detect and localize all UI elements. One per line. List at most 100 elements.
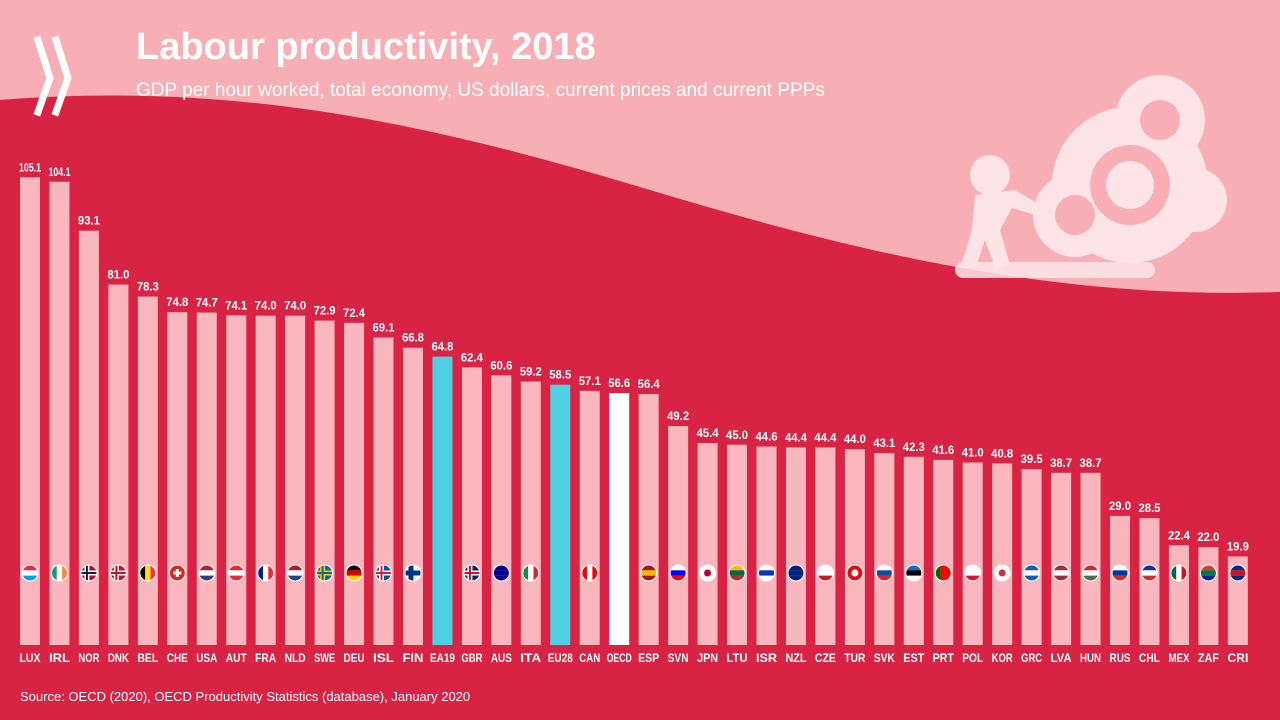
bar-kor — [992, 463, 1013, 645]
bar-oecd — [609, 393, 630, 645]
value-label-hun: 38.7 — [1080, 456, 1102, 470]
value-label-lux: 105.1 — [19, 160, 41, 174]
category-label-irl: IRL — [49, 651, 70, 665]
bar-aus — [491, 375, 512, 645]
category-label-bel: BEL — [137, 651, 158, 665]
category-label-cri: CRI — [1227, 651, 1248, 665]
value-label-tur: 44.0 — [844, 432, 866, 446]
bar-dnk — [108, 284, 129, 645]
flag-dnk-icon — [109, 564, 127, 582]
flag-svk-icon — [875, 564, 893, 582]
value-label-ltu: 45.0 — [726, 428, 748, 442]
bar-isr — [756, 446, 777, 645]
category-label-ita: ITA — [520, 651, 541, 665]
flag-deu-icon — [345, 564, 363, 582]
bar-chl — [1139, 518, 1160, 645]
category-label-che: CHE — [167, 651, 188, 665]
category-label-esp: ESP — [638, 651, 659, 665]
category-label-rus: RUS — [1110, 651, 1131, 665]
flag-lux-icon — [21, 564, 39, 582]
value-label-fra: 74.0 — [255, 299, 277, 313]
bar-ltu — [727, 444, 748, 645]
value-label-fin: 66.8 — [402, 331, 424, 345]
bar-prt — [933, 459, 954, 645]
flag-hun-icon — [1082, 564, 1100, 582]
flag-kor-icon — [993, 564, 1011, 582]
category-label-ltu: LTU — [727, 651, 748, 665]
flag-pol-icon — [964, 564, 982, 582]
flag-fra-icon — [257, 564, 275, 582]
value-label-can: 57.1 — [579, 374, 601, 388]
value-label-nzl: 44.4 — [785, 430, 807, 444]
chart-subtitle: GDP per hour worked, total economy, US d… — [136, 80, 825, 101]
flag-grc-icon — [1023, 564, 1041, 582]
flag-swe-icon — [316, 564, 334, 582]
value-label-esp: 56.4 — [638, 377, 660, 391]
category-label-prt: PRT — [933, 651, 955, 665]
bar-ea19 — [432, 356, 453, 645]
category-label-isl: ISL — [373, 651, 394, 665]
gears-illustration-icon — [955, 75, 1227, 278]
flag-che-icon — [168, 564, 186, 582]
value-label-eu28: 58.5 — [549, 368, 571, 382]
bar-svk — [874, 453, 895, 645]
flag-tur-icon — [846, 564, 864, 582]
bar-grc — [1021, 469, 1042, 645]
value-label-est: 42.3 — [903, 440, 925, 454]
flag-oecd-icon — [610, 564, 628, 582]
value-label-deu: 72.4 — [343, 306, 365, 320]
chart-title: Labour productivity, 2018 — [136, 26, 596, 68]
value-label-isr: 44.6 — [756, 430, 778, 444]
bar-irl — [49, 181, 70, 645]
category-label-svk: SVK — [874, 651, 895, 665]
category-label-est: EST — [903, 651, 925, 665]
category-label-swe: SWE — [314, 651, 335, 665]
bar-nor — [78, 230, 99, 645]
value-label-nor: 93.1 — [78, 214, 100, 228]
value-label-ita: 59.2 — [520, 365, 542, 379]
value-label-svn: 49.2 — [667, 409, 689, 423]
bar-swe — [314, 320, 335, 645]
value-label-dnk: 81.0 — [107, 268, 129, 282]
category-label-chl: CHL — [1139, 651, 1160, 665]
value-label-pol: 41.0 — [962, 446, 984, 460]
flag-lva-icon — [1052, 564, 1070, 582]
category-label-deu: DEU — [344, 651, 365, 665]
bar-aut — [226, 315, 247, 645]
bar-che — [167, 312, 188, 645]
value-label-aut: 74.1 — [225, 298, 247, 312]
category-label-fra: FRA — [255, 651, 276, 665]
category-label-fin: FIN — [402, 651, 423, 665]
value-label-lva: 38.7 — [1050, 456, 1072, 470]
value-label-kor: 40.8 — [991, 446, 1013, 460]
flag-rus-icon — [1111, 564, 1129, 582]
category-label-tur: TUR — [844, 651, 865, 665]
value-label-cze: 44.4 — [814, 430, 836, 444]
value-label-rus: 29.0 — [1109, 499, 1131, 513]
bar-lva — [1051, 472, 1072, 645]
flag-gbr-icon — [463, 564, 481, 582]
flag-usa-icon — [198, 564, 216, 582]
flag-prt-icon — [934, 564, 952, 582]
flag-isr-icon — [758, 564, 775, 582]
flag-cze-icon — [816, 564, 834, 582]
value-label-jpn: 45.4 — [697, 426, 719, 440]
category-label-oecd: OECD — [607, 651, 632, 665]
bar-isl — [373, 337, 394, 645]
oecd-logo-icon — [33, 35, 72, 117]
flag-aut-icon — [227, 564, 245, 582]
value-label-che: 74.8 — [166, 295, 188, 309]
flag-can-icon — [581, 564, 599, 582]
bar-pol — [962, 462, 983, 645]
value-label-usa: 74.7 — [196, 296, 218, 310]
value-label-oecd: 56.6 — [608, 376, 630, 390]
bar-nzl — [785, 447, 806, 645]
value-label-ea19: 64.8 — [431, 340, 453, 354]
value-label-prt: 41.6 — [932, 443, 954, 457]
category-label-svn: SVN — [668, 651, 689, 665]
category-label-cze: CZE — [815, 651, 836, 665]
category-label-aut: AUT — [226, 651, 248, 665]
category-label-ea19: EA19 — [430, 651, 455, 665]
category-label-dnk: DNK — [108, 651, 129, 665]
